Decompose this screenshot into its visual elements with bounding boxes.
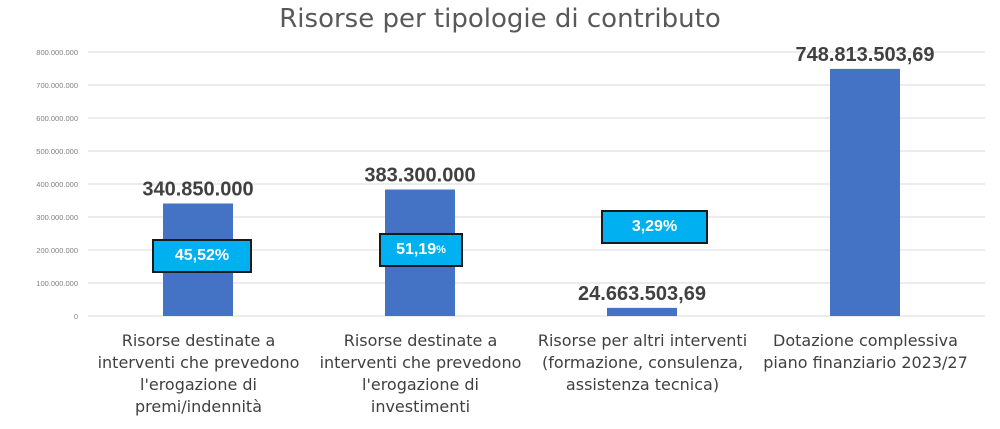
percent-label: 45,52% — [174, 247, 230, 264]
x-category-label-line: piano finanziario 2023/27 — [763, 353, 968, 372]
data-label: 748.813.503,69 — [795, 44, 934, 66]
x-category-label-line: (formazione, consulenza, — [541, 353, 744, 372]
x-category-label-line: assistenza tecnica) — [565, 375, 720, 394]
bar — [830, 68, 900, 316]
x-category-label-line: investimenti — [370, 397, 471, 416]
chart-title: Risorse per tipologie di contributo — [279, 4, 721, 34]
x-category-label: Risorse per altri interventi (formazione,… — [535, 330, 750, 396]
x-category-label-line: l'erogazione di — [140, 375, 257, 394]
x-category-label: Risorse destinate a interventi che preved… — [91, 330, 306, 418]
x-category-label-line: interventi che prevedono — [97, 353, 300, 372]
percent-label-box: 51,19% — [379, 233, 463, 267]
y-tick-label: 200.000.000 — [36, 246, 78, 255]
y-tick-label: 600.000.000 — [36, 114, 78, 123]
y-tick-label: 500.000.000 — [36, 147, 78, 156]
percent-label-box: 45,52% — [152, 239, 252, 273]
y-tick-label: 400.000.000 — [36, 180, 78, 189]
x-category-label: Risorse destinate a interventi che preved… — [313, 330, 528, 418]
x-category-label-line: Risorse per altri interventi — [537, 331, 748, 350]
x-category-label-line: l'erogazione di — [362, 375, 479, 394]
x-category-label-line: interventi che prevedono — [319, 353, 522, 372]
percent-label-box: 3,29% — [601, 210, 708, 244]
x-category-label: Dotazione complessiva piano finanziario 2… — [758, 330, 973, 374]
data-label: 383.300.000 — [364, 165, 475, 187]
data-label: 340.850.000 — [142, 179, 253, 201]
x-category-label-line: premi/indennità — [134, 397, 263, 416]
y-tick-label: 800.000.000 — [36, 48, 78, 57]
percent-label: 3,29% — [631, 218, 678, 235]
percent-sign: % — [436, 244, 446, 256]
y-tick-label: 300.000.000 — [36, 213, 78, 222]
y-tick-label: 100.000.000 — [36, 279, 78, 288]
y-tick-label: 700.000.000 — [36, 81, 78, 90]
y-tick-label: 0 — [74, 312, 78, 321]
data-label: 24.663.503,69 — [578, 283, 706, 305]
bar — [607, 307, 677, 316]
x-category-label-line: Risorse destinate a — [343, 331, 498, 350]
x-category-label-line: Risorse destinate a — [121, 331, 276, 350]
x-category-label-line: Dotazione complessiva — [773, 331, 958, 350]
percent-label: 51,19 — [396, 241, 437, 258]
